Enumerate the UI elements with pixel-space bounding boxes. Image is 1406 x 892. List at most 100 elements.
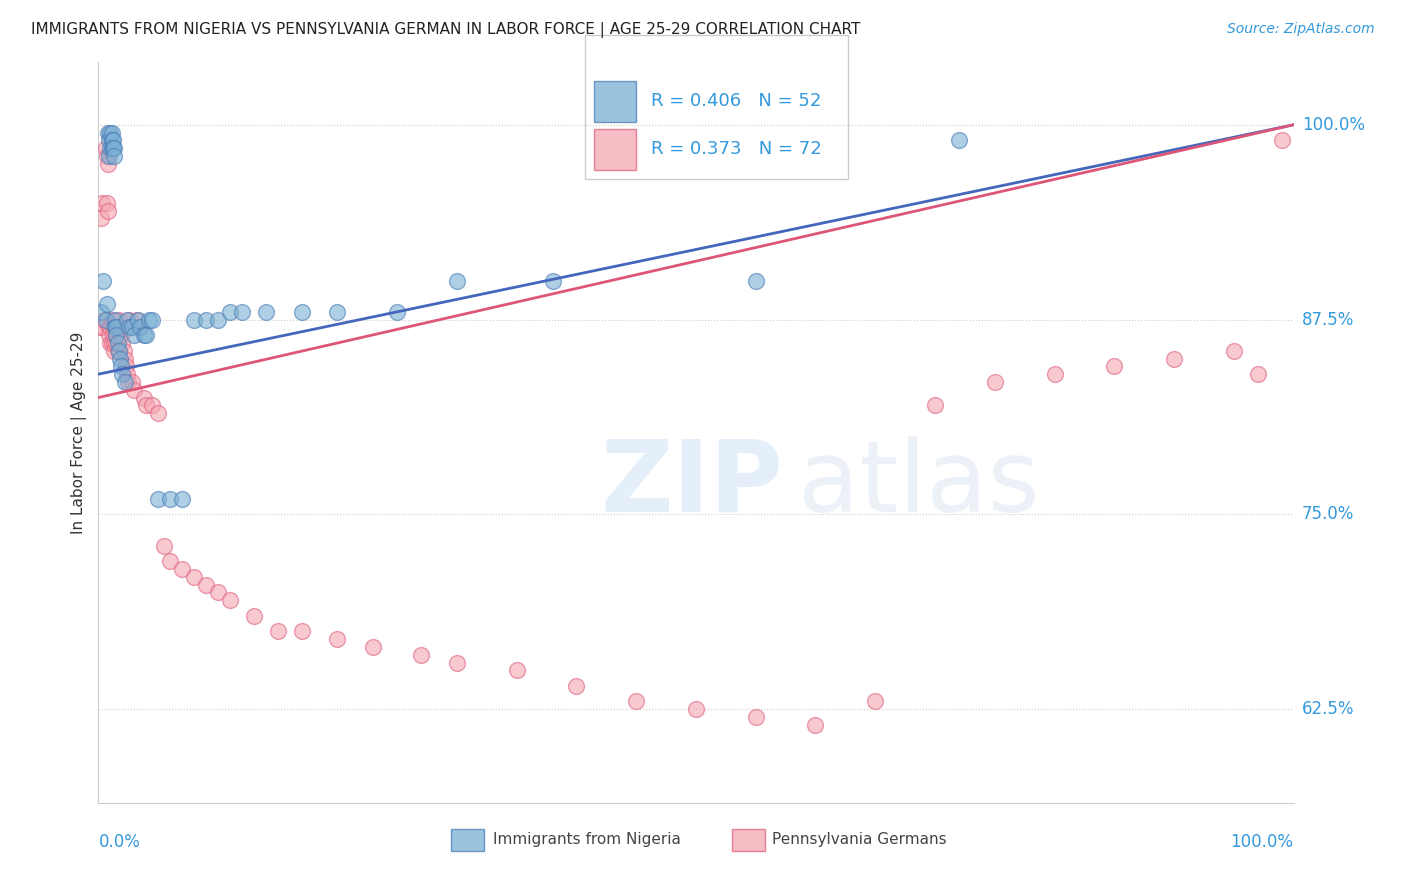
Point [183, 570, 205, 584]
Point [94, 141, 117, 155]
Point [195, 577, 218, 591]
Point [105, 320, 128, 334]
Point [745, 710, 768, 724]
Point [118, 312, 141, 326]
Point [120, 320, 142, 334]
Point [138, 312, 160, 326]
Point [90, 305, 112, 319]
Point [124, 383, 146, 397]
Point [114, 375, 136, 389]
Point [127, 312, 149, 326]
Point [96, 149, 118, 163]
Text: Immigrants from Nigeria: Immigrants from Nigeria [494, 832, 681, 847]
Point [105, 328, 128, 343]
Point [107, 343, 129, 358]
Point [135, 328, 157, 343]
Point [1104, 359, 1126, 374]
Point [804, 718, 827, 732]
Point [105, 336, 128, 351]
Point [104, 312, 127, 326]
Point [141, 398, 163, 412]
Point [121, 375, 143, 389]
Point [159, 554, 181, 568]
Point [1223, 343, 1246, 358]
Point [326, 305, 349, 319]
Point [207, 585, 229, 599]
FancyBboxPatch shape [733, 829, 765, 851]
Point [100, 141, 122, 155]
Point [231, 305, 253, 319]
Text: 62.5%: 62.5% [1302, 700, 1354, 718]
Point [984, 375, 1007, 389]
Point [91, 274, 114, 288]
Point [129, 320, 152, 334]
Point [103, 149, 125, 163]
Point [924, 398, 946, 412]
Point [117, 375, 139, 389]
Point [121, 320, 143, 334]
Point [114, 351, 136, 366]
Point [132, 391, 155, 405]
Point [411, 648, 433, 662]
Text: R = 0.373   N = 72: R = 0.373 N = 72 [651, 140, 821, 159]
Point [159, 491, 181, 506]
Point [446, 274, 468, 288]
Point [115, 312, 138, 326]
Point [132, 328, 155, 343]
Point [124, 328, 146, 343]
Point [105, 328, 128, 343]
Text: 87.5%: 87.5% [1302, 310, 1354, 328]
Point [118, 320, 141, 334]
Point [135, 398, 157, 412]
Point [172, 562, 194, 576]
Point [98, 328, 121, 343]
Point [101, 328, 124, 343]
Point [101, 133, 124, 147]
Point [129, 320, 152, 334]
Point [115, 359, 138, 374]
Point [948, 133, 970, 147]
Point [207, 312, 229, 326]
Point [148, 491, 170, 506]
Text: atlas: atlas [797, 436, 1039, 533]
Y-axis label: In Labor Force | Age 25-29: In Labor Force | Age 25-29 [72, 332, 87, 533]
Point [243, 608, 266, 623]
Text: Source: ZipAtlas.com: Source: ZipAtlas.com [1227, 22, 1375, 37]
Point [89, 320, 111, 334]
Point [110, 328, 132, 343]
Point [103, 141, 125, 155]
Point [865, 694, 887, 708]
Point [98, 141, 122, 155]
Point [626, 694, 648, 708]
Point [98, 133, 121, 147]
Point [91, 195, 114, 210]
Point [267, 624, 290, 639]
Point [541, 274, 564, 288]
Point [1247, 367, 1270, 381]
Point [107, 336, 129, 351]
Point [219, 305, 242, 319]
Point [385, 305, 409, 319]
Point [172, 491, 194, 506]
Point [110, 359, 132, 374]
Point [326, 632, 349, 647]
FancyBboxPatch shape [451, 829, 485, 851]
Point [108, 320, 131, 334]
Point [115, 367, 138, 381]
Text: 100.0%: 100.0% [1230, 833, 1294, 851]
Point [97, 203, 120, 218]
Point [103, 336, 125, 351]
Point [112, 343, 135, 358]
Point [101, 141, 124, 155]
Point [565, 679, 588, 693]
Point [94, 312, 117, 326]
Point [96, 195, 118, 210]
FancyBboxPatch shape [595, 81, 636, 121]
Point [291, 305, 314, 319]
Point [291, 624, 314, 639]
Point [1043, 367, 1066, 381]
Point [506, 663, 529, 677]
Point [685, 702, 707, 716]
Point [745, 274, 768, 288]
Point [100, 133, 122, 147]
